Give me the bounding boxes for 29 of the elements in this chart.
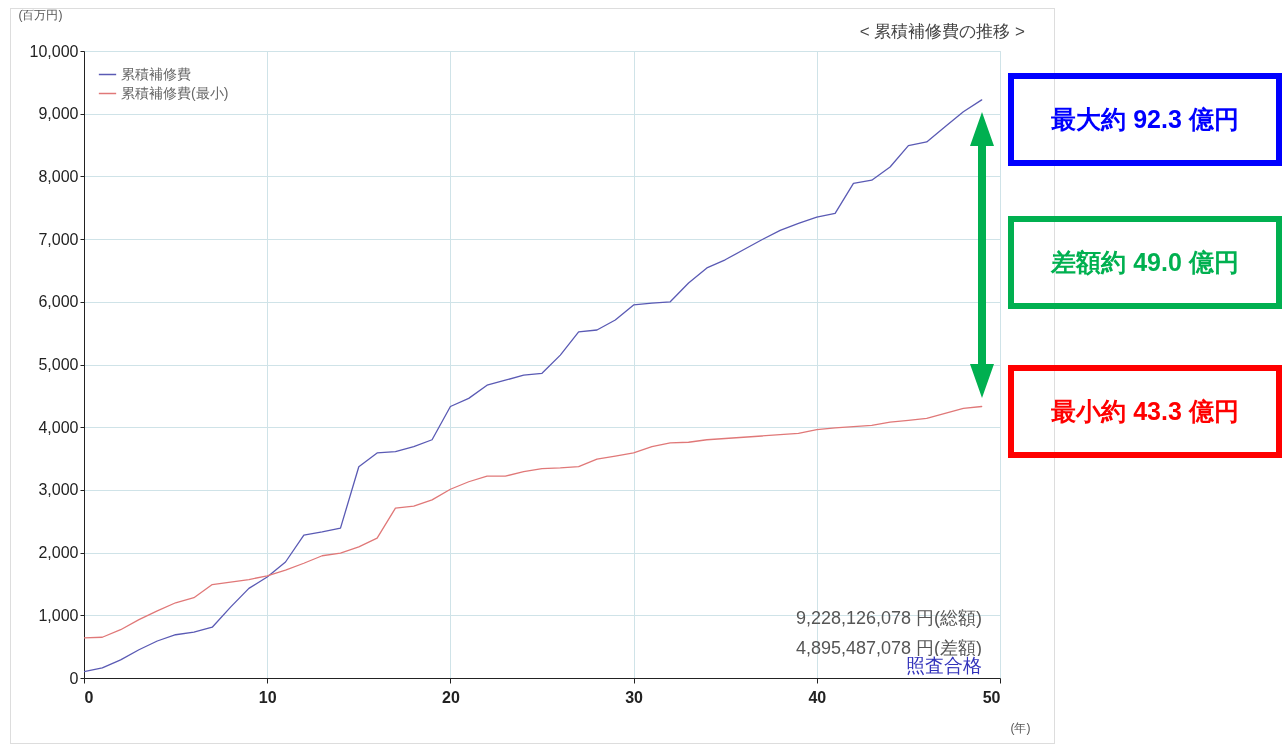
y-tick-label: 4,000 [38,418,79,436]
line-series [84,99,983,673]
x-tick-label: 0 [84,688,94,706]
y-tick-label: 1,000 [38,606,79,624]
annotation: 照査合格 [906,655,982,676]
text: 最大約 92.3 億円 [1008,73,1282,166]
x-axis-title: (年) [1010,720,1031,735]
x-tick-label: 20 [442,688,460,706]
y-tick-label: 7,000 [38,230,79,248]
y-tick-label: 8,000 [38,167,79,185]
x-tick-label: 10 [258,688,277,706]
y-tick-label: 6,000 [38,293,79,311]
annotation: 9,228,126,078 円(総額) [795,607,982,630]
text: 最小約 43.3 億円 [1008,365,1282,458]
x-tick-label: 40 [808,688,827,706]
legend-label: 累積補修費 [121,65,191,82]
x-tick-label: 50 [982,688,1001,706]
legend-label: 累積補修費(最小) [121,84,229,101]
y-tick-label: 9,000 [38,105,79,123]
y-tick-label: 10,000 [29,42,79,60]
text: 差額約 49.0 億円 [1008,216,1282,309]
y-tick-label: 3,000 [38,481,79,499]
line-series [84,405,983,639]
y-tick-label: 5,000 [38,356,79,373]
x-tick-label: 30 [625,688,644,706]
y-axis-title: (百万円) [18,7,63,22]
y-tick-label: 2,000 [38,544,79,562]
chart-title: < 累積補修費の推移 > [859,21,1025,43]
y-tick-label: 0 [69,669,79,687]
